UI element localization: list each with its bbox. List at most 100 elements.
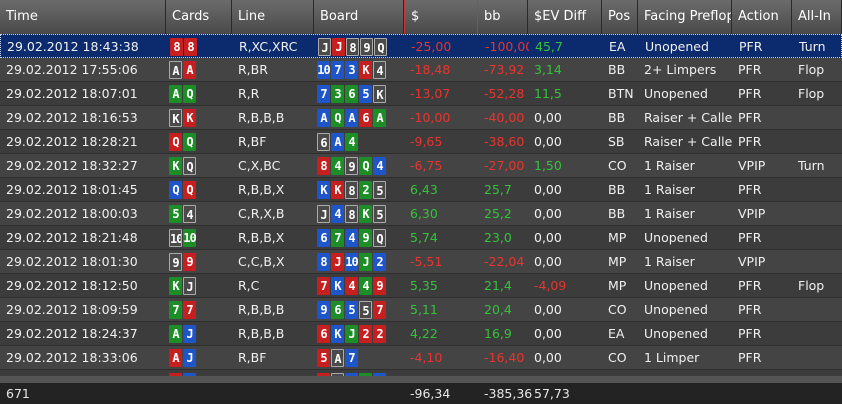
table-row[interactable]: 29.02.2012 18:32:27 C,X,BC -6,75 -27,00 1,50… xyxy=(0,154,842,178)
playing-card: 5 xyxy=(317,349,330,367)
table-row[interactable]: 29.02.2012 18:24:37 R,B,B,B 4,22 16,9 0,00 EA… xyxy=(0,322,842,346)
cell-evdiff: 0,00 xyxy=(534,230,562,245)
cell-action: VPIP xyxy=(738,206,766,221)
playing-card: 8 xyxy=(345,205,358,223)
cell-evdiff: 3,14 xyxy=(534,62,562,77)
playing-card: 4 xyxy=(373,157,386,175)
column-header-time[interactable]: Time xyxy=(0,0,166,34)
table-row[interactable]: 29.02.2012 18:09:59 R,B,B,B 5,11 20,4 0,00 CO… xyxy=(0,298,842,322)
cell-line: R,B,B,B xyxy=(238,326,285,341)
playing-card: 5 xyxy=(373,205,386,223)
cell-pos: BTN xyxy=(608,86,634,101)
table-row[interactable]: 29.02.2012 17:55:06 R,BR -18,48 -73,92 3,14 B… xyxy=(0,58,842,82)
column-header-dollars[interactable]: $ xyxy=(404,0,478,34)
cell-dollars: 6,43 xyxy=(410,182,438,197)
column-header-board[interactable]: Board xyxy=(314,0,404,34)
cell-allin xyxy=(792,130,842,153)
playing-card: 9 xyxy=(373,277,386,295)
summary-footer: 671 -96,34 -385,36 57,73 xyxy=(0,382,842,404)
playing-card: 5 xyxy=(373,181,386,199)
hole-cards: 10 10 xyxy=(169,229,197,247)
cell-dollars: -9,65 xyxy=(410,134,443,149)
table-row[interactable]: 29.02.2012 18:16:53 R,B,B,B -10,00 -40,00 0,… xyxy=(0,106,842,130)
playing-card: 7 xyxy=(373,301,386,319)
column-header-line[interactable]: Line xyxy=(232,0,314,34)
playing-card: J xyxy=(317,205,330,223)
cell-evdiff: 1,50 xyxy=(534,158,562,173)
table-row[interactable]: 29.02.2012 18:01:30 C,C,B,X -5,51 -22,04 0,0… xyxy=(0,250,842,274)
cell-pos: MP xyxy=(608,254,627,269)
table-row[interactable]: 29.02.2012 18:28:21 R,BF -9,65 -38,60 0,00 SB… xyxy=(0,130,842,154)
cell-bb: -52,28 xyxy=(484,86,525,101)
cell-bb: 25,7 xyxy=(484,182,512,197)
playing-card: J xyxy=(345,325,358,343)
cell-facing: 1 Raiser xyxy=(644,254,695,269)
cell-facing: Unopened xyxy=(645,39,709,54)
playing-card: 4 xyxy=(373,61,386,79)
playing-card: J xyxy=(359,253,372,271)
playing-card: K xyxy=(317,181,330,199)
horizontal-scrollbar[interactable] xyxy=(0,376,842,382)
cell-action: PFR xyxy=(738,350,762,365)
cell-dollars: -25,00 xyxy=(411,39,452,54)
cell-evdiff: 0,00 xyxy=(534,206,562,221)
playing-card: 7 xyxy=(331,61,344,79)
table-row[interactable]: 29.02.2012 18:00:03 C,R,X,B 6,30 25,2 0,00 BB… xyxy=(0,202,842,226)
playing-card: Q xyxy=(183,181,196,199)
cell-allin: Flop xyxy=(798,278,825,293)
cell-time: 29.02.2012 18:01:45 xyxy=(6,182,138,197)
cell-pos: CO xyxy=(608,158,627,173)
cell-allin xyxy=(792,250,842,273)
cell-action: PFR xyxy=(738,326,762,341)
table-row[interactable]: 29.02.2012 18:07:01 R,R -13,07 -52,28 11,5 BT… xyxy=(0,82,842,106)
column-header-pos[interactable]: Pos xyxy=(602,0,638,34)
playing-card: 6 xyxy=(331,301,344,319)
cell-action: PFR xyxy=(738,86,762,101)
cell-time: 29.02.2012 18:21:48 xyxy=(6,230,138,245)
playing-card: 6 xyxy=(317,229,330,247)
playing-card: K xyxy=(373,85,386,103)
column-header-facing[interactable]: Facing Preflop xyxy=(638,0,732,34)
cell-bb: 20,4 xyxy=(484,302,512,317)
column-header-cards[interactable]: Cards xyxy=(166,0,232,34)
table-row[interactable]: 29.02.2012 18:12:50 R,C 5,35 21,4 -4,09 MP Uno… xyxy=(0,274,842,298)
column-header-action[interactable]: Action xyxy=(732,0,792,34)
cell-allin xyxy=(792,106,842,129)
table-row[interactable]: 29.02.2012 18:21:48 R,B,B,X 5,74 23,0 0,00 MP… xyxy=(0,226,842,250)
column-header-allin[interactable]: All-In xyxy=(792,0,842,34)
cell-bb: 23,0 xyxy=(484,230,512,245)
cell-evdiff: 0,00 xyxy=(534,110,562,125)
playing-card: K xyxy=(169,277,182,295)
cell-line: R,BF xyxy=(238,134,267,149)
playing-card: 8 xyxy=(317,253,330,271)
column-header-bb[interactable]: bb xyxy=(478,0,528,34)
table-row[interactable]: 29.02.2012 18:01:45 R,B,B,X 6,43 25,7 0,00 BB… xyxy=(0,178,842,202)
playing-card: 7 xyxy=(183,301,196,319)
table-body: 29.02.2012 18:43:38 R,XC,XRC -25,00 -100,00… xyxy=(0,34,842,382)
cell-pos: EA xyxy=(608,326,625,341)
cell-facing: Raiser + Callers xyxy=(644,110,732,125)
table-row[interactable]: 29.02.2012 18:43:38 R,XC,XRC -25,00 -100,00… xyxy=(0,34,842,58)
cell-action: PFR xyxy=(738,230,762,245)
cell-allin xyxy=(792,178,842,201)
board-cards: 8 J 10 J 2 xyxy=(317,253,387,271)
playing-card: K xyxy=(331,277,344,295)
column-header-evdiff[interactable]: $EV Diff xyxy=(528,0,602,34)
playing-card: Q xyxy=(373,229,386,247)
table-row[interactable]: 29.02.2012 18:33:06 R,BF -4,10 -16,40 0,00 CO… xyxy=(0,346,842,370)
